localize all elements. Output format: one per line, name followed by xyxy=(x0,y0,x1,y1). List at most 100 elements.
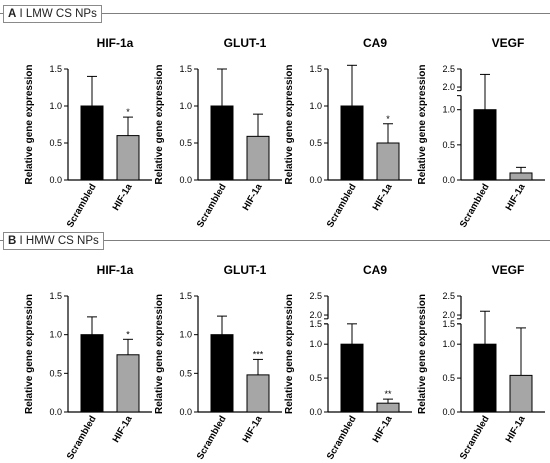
chart-a-glut-1: GLUT-1 Relative gene expression 0.0 0.5 1.0 1… xyxy=(154,36,282,230)
bar-scrambled xyxy=(340,105,364,181)
chart-title: VEGF xyxy=(492,263,525,277)
y-tick-label: 0.0 xyxy=(179,407,192,417)
y-axis-label: Relative gene expression xyxy=(154,294,165,414)
y-axis-label: Relative gene expression xyxy=(284,64,295,184)
chart-b-hif-1a: HIF-1a Relative gene expression 0.0 0.5 1.0 1… xyxy=(24,263,152,462)
bar-hif-1a xyxy=(376,402,400,413)
x-tick-label: HIF-1a xyxy=(371,181,395,212)
x-tick-label: Scrambled xyxy=(458,414,492,462)
bar-hif-1a xyxy=(509,172,533,181)
x-tick-label: HIF-1a xyxy=(371,413,395,444)
y-tick-label: 0.0 xyxy=(309,175,322,185)
panel-a-letter: A xyxy=(8,8,17,20)
y-tick-label: 0.5 xyxy=(179,138,192,148)
chart-a-hif-1a: HIF-1a Relative gene expression 0.0 0.5 1.0 1… xyxy=(24,36,152,230)
y-tick-label: 1.0 xyxy=(442,339,455,349)
bar-hif-1a xyxy=(246,374,270,413)
x-tick-label: HIF-1a xyxy=(111,413,135,444)
y-axis-label: Relative gene expression xyxy=(154,64,165,184)
bar-scrambled xyxy=(80,334,104,413)
y-tick-label: 2.0 xyxy=(442,310,455,320)
panel-a-title: I LMW CS NPs xyxy=(19,8,97,20)
chart-title: GLUT-1 xyxy=(224,263,267,277)
chart-title: CA9 xyxy=(363,36,387,50)
x-tick-label: Scrambled xyxy=(65,182,99,230)
chart-title: HIF-1a xyxy=(97,36,134,50)
x-tick-label: Scrambled xyxy=(195,182,229,230)
y-tick-label: 1.0 xyxy=(309,101,322,111)
y-tick-label: 0.0 xyxy=(179,175,192,185)
chart-b-glut-1: GLUT-1 Relative gene expression 0.0 0.5 1.0 1… xyxy=(154,263,282,462)
y-tick-label: 1.0 xyxy=(442,105,455,115)
panel-a-label: A I LMW CS NPs xyxy=(3,5,102,23)
y-tick-label: 1.5 xyxy=(179,291,192,301)
y-tick-label: 2.0 xyxy=(442,82,455,92)
chart-title: CA9 xyxy=(363,263,387,277)
y-tick-label: 1.5 xyxy=(49,64,62,74)
y-tick-label: 1.5 xyxy=(309,319,322,329)
significance-mark: * xyxy=(386,114,390,124)
y-tick-label: 0.0 xyxy=(442,175,455,185)
y-tick-label: 0.5 xyxy=(442,373,455,383)
y-tick-label: 1.0 xyxy=(49,101,62,111)
y-tick-label: 0.5 xyxy=(309,138,322,148)
significance-mark: *** xyxy=(253,349,264,359)
significance-mark: ** xyxy=(384,389,392,399)
y-tick-label: 1.0 xyxy=(49,330,62,340)
y-axis-label: Relative gene expression xyxy=(417,294,428,414)
bar-scrambled xyxy=(80,105,104,181)
y-tick-label: 0.0 xyxy=(309,407,322,417)
panel-b-letter: B xyxy=(8,235,17,247)
chart-title: HIF-1a xyxy=(97,263,134,277)
bar-hif-1a xyxy=(509,374,533,413)
y-tick-label: 0.5 xyxy=(49,368,62,378)
y-tick-label: 1.0 xyxy=(179,330,192,340)
y-tick-label: 0.0 xyxy=(442,407,455,417)
y-axis-label: Relative gene expression xyxy=(24,294,35,414)
bar-hif-1a xyxy=(116,354,140,413)
y-tick-label: 2.5 xyxy=(442,291,455,301)
chart-title: GLUT-1 xyxy=(224,36,267,50)
y-tick-label: 2.0 xyxy=(309,310,322,320)
y-tick-label: 0.5 xyxy=(309,373,322,383)
x-tick-label: Scrambled xyxy=(325,182,359,230)
chart-a-ca9: CA9 Relative gene expression 0.0 0.5 1.0 1.5 S… xyxy=(284,36,412,230)
panel-b-label: B I HMW CS NPs xyxy=(3,232,104,250)
x-tick-label: HIF-1a xyxy=(241,181,265,212)
bar-scrambled xyxy=(473,343,497,413)
x-tick-label: HIF-1a xyxy=(504,181,528,212)
x-tick-label: Scrambled xyxy=(195,414,229,462)
y-tick-label: 1.5 xyxy=(49,291,62,301)
panel-a-divider xyxy=(0,13,550,14)
y-axis-label: Relative gene expression xyxy=(24,64,35,184)
y-tick-label: 2.5 xyxy=(309,291,322,301)
y-tick-label: 1.5 xyxy=(179,64,192,74)
y-tick-label: 0.5 xyxy=(442,140,455,150)
bar-hif-1a xyxy=(116,135,140,181)
panel-b-title: I HMW CS NPs xyxy=(19,235,99,247)
y-tick-label: 2.5 xyxy=(442,64,455,74)
bar-hif-1a xyxy=(376,142,400,181)
bar-scrambled xyxy=(473,109,497,181)
y-axis-label: Relative gene expression xyxy=(284,294,295,414)
chart-title: VEGF xyxy=(492,36,525,50)
x-tick-label: HIF-1a xyxy=(504,413,528,444)
bar-hif-1a xyxy=(246,135,270,181)
x-tick-label: Scrambled xyxy=(65,414,99,462)
y-tick-label: 1.5 xyxy=(309,64,322,74)
bar-scrambled xyxy=(210,105,234,181)
y-tick-label: 0.5 xyxy=(49,138,62,148)
y-tick-label: 0.0 xyxy=(49,175,62,185)
x-tick-label: HIF-1a xyxy=(111,181,135,212)
x-tick-label: HIF-1a xyxy=(241,413,265,444)
x-tick-label: Scrambled xyxy=(325,414,359,462)
significance-mark: * xyxy=(126,329,130,339)
bar-scrambled xyxy=(340,343,364,413)
y-axis-label: Relative gene expression xyxy=(417,64,428,184)
chart-b-vegf: VEGF Relative gene expression 0.0 0.5 1.0 1.5… xyxy=(417,263,545,462)
significance-mark: * xyxy=(126,107,130,117)
chart-a-vegf: VEGF Relative gene expression 0.0 0.5 1.0 2.0… xyxy=(417,36,545,230)
